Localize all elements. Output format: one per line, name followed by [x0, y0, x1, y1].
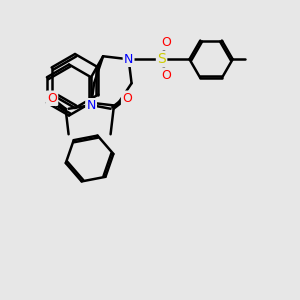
Text: O: O — [122, 92, 132, 105]
Text: O: O — [161, 36, 171, 49]
Text: N: N — [124, 53, 133, 66]
Text: N: N — [86, 99, 96, 112]
Text: O: O — [161, 69, 171, 82]
Text: S: S — [157, 52, 166, 66]
Text: O: O — [47, 92, 57, 105]
